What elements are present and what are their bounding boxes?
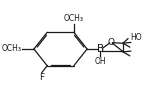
Text: B: B: [97, 44, 104, 54]
Text: F: F: [39, 73, 44, 82]
Text: O: O: [108, 38, 115, 47]
Text: OH: OH: [95, 57, 106, 66]
Text: OCH₃: OCH₃: [64, 14, 84, 23]
Text: OCH₃: OCH₃: [1, 44, 21, 54]
Text: HO: HO: [130, 33, 142, 42]
